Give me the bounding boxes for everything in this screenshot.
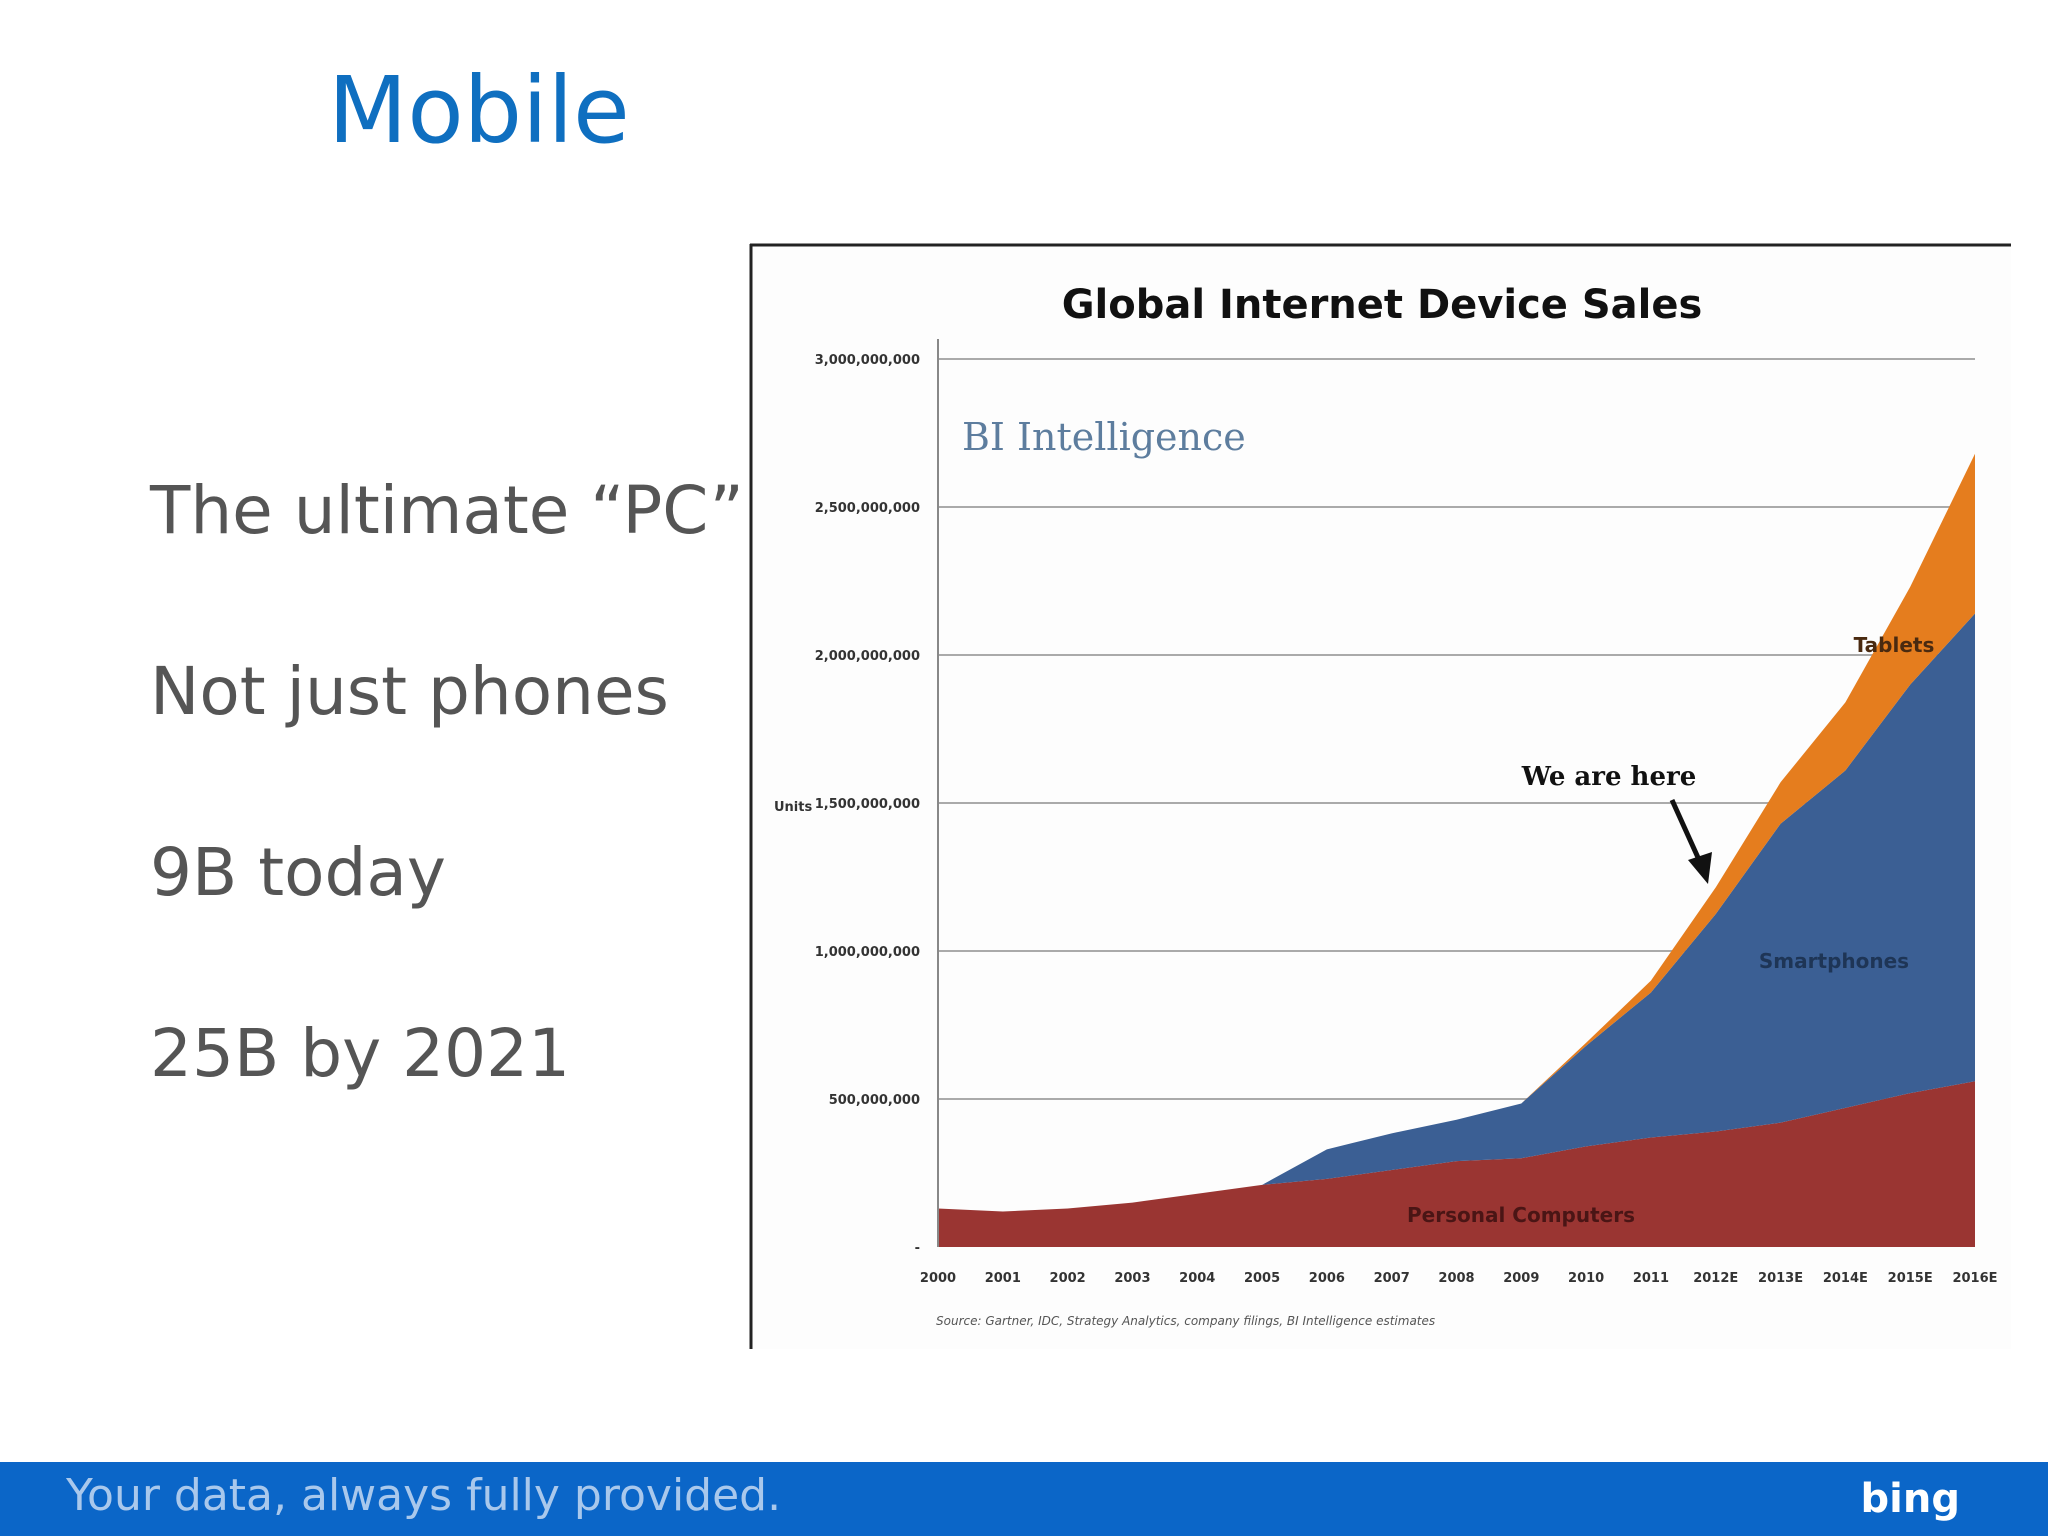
- x-tick-label: 2010: [1568, 1271, 1604, 1286]
- x-tick-label: 2003: [1114, 1271, 1150, 1286]
- x-tick-label: 2012E: [1693, 1271, 1738, 1286]
- series-label: Smartphones: [1759, 949, 1909, 973]
- x-tick-label: 2015E: [1888, 1271, 1933, 1286]
- y-axis-label: Units: [774, 800, 812, 815]
- chart-title: Global Internet Device Sales: [1062, 282, 1703, 328]
- source: Source: Gartner, IDC, Strategy Analytics…: [936, 1314, 1435, 1328]
- x-tick-label: 2002: [1050, 1271, 1086, 1286]
- footer-bar: [0, 1462, 2048, 1536]
- x-tick-label: 2008: [1438, 1271, 1474, 1286]
- x-tick-label: 2006: [1309, 1271, 1345, 1286]
- y-tick-label: 2,000,000,000: [815, 649, 920, 664]
- area: [938, 613, 1975, 1212]
- x-tick-label: 2007: [1374, 1271, 1410, 1286]
- y-tick-label: 1,500,000,000: [815, 797, 920, 812]
- x-tick-label: 2009: [1503, 1271, 1539, 1286]
- plot: - 500,000,000 1,000,000,000 1,500,000,000 2,…: [815, 339, 1998, 1286]
- area: [938, 1081, 1975, 1247]
- x-tick-label: 2005: [1244, 1271, 1280, 1286]
- brand: BI Intelligence: [962, 415, 1246, 459]
- bullet: 9B today: [150, 834, 446, 911]
- bullet: Not just phones: [150, 653, 669, 730]
- annotations: We are here Tablets Smartphones Personal…: [1407, 633, 1934, 1227]
- bullet: 25B by 2021: [150, 1015, 570, 1092]
- area: [938, 453, 1975, 1212]
- y-tick-label: 1,000,000,000: [815, 945, 920, 960]
- x-tick-label: 2001: [985, 1271, 1021, 1286]
- logo: bing: [1861, 1476, 1960, 1522]
- y-tick-label: 500,000,000: [829, 1093, 920, 1108]
- series-label: Personal Computers: [1407, 1203, 1635, 1227]
- footer-text: Your data, always fully provided.: [65, 1470, 781, 1521]
- annotation: We are here: [1521, 762, 1697, 792]
- x-tick-label: 2016E: [1952, 1271, 1997, 1286]
- bullet: The ultimate “PC”: [149, 472, 744, 549]
- x-tick-label: 2004: [1179, 1271, 1215, 1286]
- x-tick-label: 2011: [1633, 1271, 1669, 1286]
- annotation-arrow: [1669, 798, 1703, 864]
- x-tick-label: 2000: [920, 1271, 956, 1286]
- slide-title: Mobile: [328, 57, 630, 164]
- x-tick-label: 2013E: [1758, 1271, 1803, 1286]
- x-tick-label: 2014E: [1823, 1271, 1868, 1286]
- series-label: Tablets: [1854, 633, 1935, 657]
- arrow-head: [1688, 852, 1712, 884]
- y-tick-label: -: [915, 1241, 920, 1256]
- y-tick-label: 3,000,000,000: [815, 353, 920, 368]
- y-tick-label: 2,500,000,000: [815, 501, 920, 516]
